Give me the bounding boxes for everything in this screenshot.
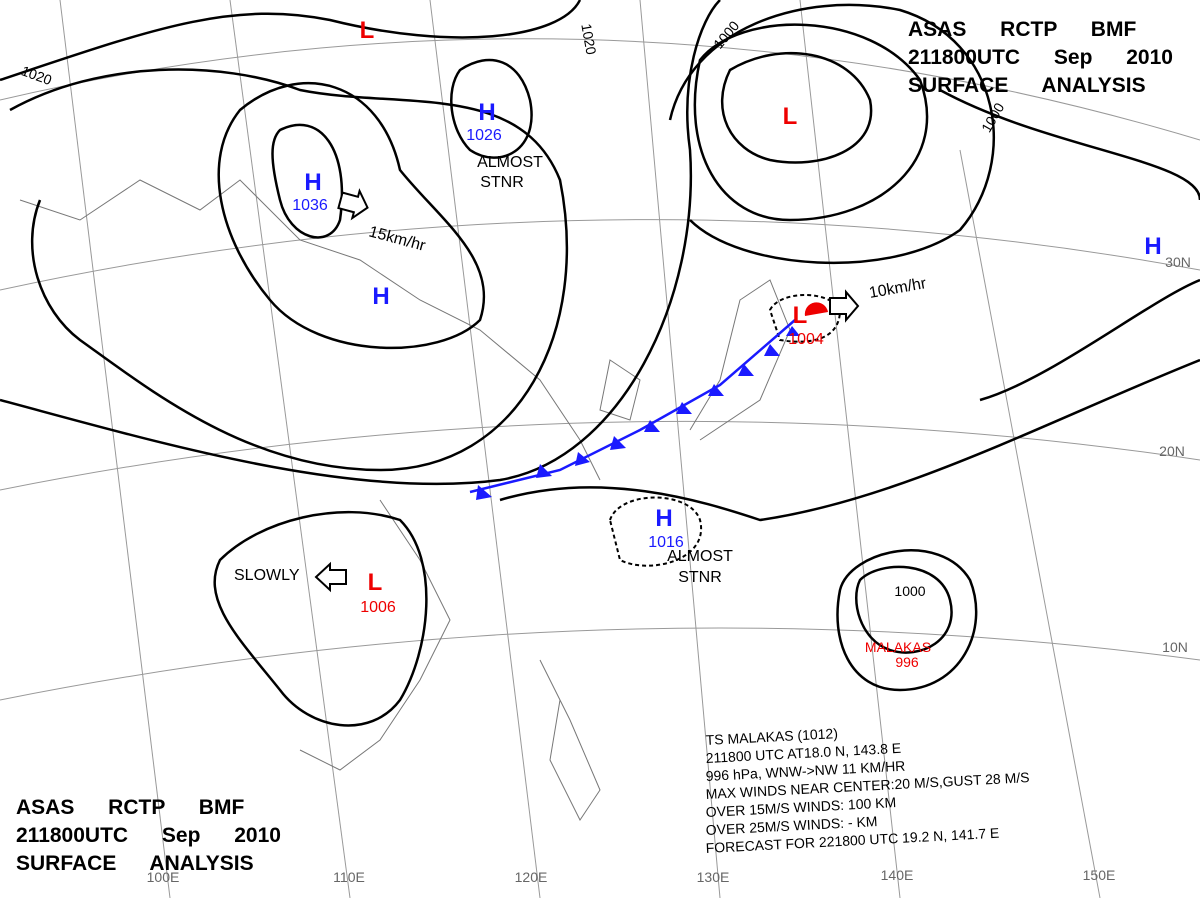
longitude-label: 130E xyxy=(697,869,730,885)
high-pressure: 1026 xyxy=(466,127,502,144)
low-symbol: L xyxy=(360,17,375,44)
isobars xyxy=(0,0,1200,727)
longitude-label: 100E xyxy=(147,869,180,885)
header-line: SURFACE ANALYSIS xyxy=(908,74,1146,97)
high-symbol: H xyxy=(1144,233,1161,260)
header-line: ASAS RCTP BMF xyxy=(908,18,1136,41)
stationary-note: STNR xyxy=(480,174,524,191)
low-symbol: L xyxy=(783,103,798,130)
high-pressure: 1036 xyxy=(292,197,328,214)
high-symbol: H xyxy=(372,283,389,310)
coastlines xyxy=(19,179,791,821)
info-line: TS MALAKAS (1012) xyxy=(705,725,838,748)
header-line: 211800UTC Sep 2010 xyxy=(908,46,1173,69)
stationary-note: STNR xyxy=(678,569,722,586)
labels: ASAS RCTP BMF 211800UTC Sep 2010 SURFACE A… xyxy=(16,17,1191,885)
typhoon-pressure: 996 xyxy=(895,654,919,670)
latitude-label: 20N xyxy=(1159,443,1185,459)
high-symbol: H xyxy=(655,505,672,532)
header-line: 211800UTC Sep 2010 xyxy=(16,824,281,847)
stationary-note: ALMOST xyxy=(477,154,543,171)
isobar-label: 1020 xyxy=(578,22,599,56)
high-symbol: H xyxy=(478,99,495,126)
longitude-label: 110E xyxy=(333,869,365,885)
high-symbol: H xyxy=(304,169,321,196)
low-pressure: 1006 xyxy=(360,599,396,616)
high-pressure: 1016 xyxy=(648,534,684,551)
longitude-label: 140E xyxy=(881,867,914,883)
latitude-label: 30N xyxy=(1165,254,1191,270)
motion-arrows xyxy=(314,188,860,593)
low-pressure: 1004 xyxy=(788,331,824,348)
stationary-front xyxy=(469,302,828,500)
motion-label: SLOWLY xyxy=(234,567,300,584)
latitude-label: 10N xyxy=(1162,639,1188,655)
low-symbol: L xyxy=(368,569,383,596)
header-line: SURFACE ANALYSIS xyxy=(16,852,254,875)
typhoon-name: MALAKAS xyxy=(865,639,931,655)
stationary-note: ALMOST xyxy=(667,548,733,565)
isobar-label: 1000 xyxy=(894,583,925,599)
longitude-label: 120E xyxy=(515,869,548,885)
low-symbol: L xyxy=(793,302,808,329)
longitude-label: 150E xyxy=(1083,867,1116,883)
header-line: ASAS RCTP BMF xyxy=(16,796,244,819)
